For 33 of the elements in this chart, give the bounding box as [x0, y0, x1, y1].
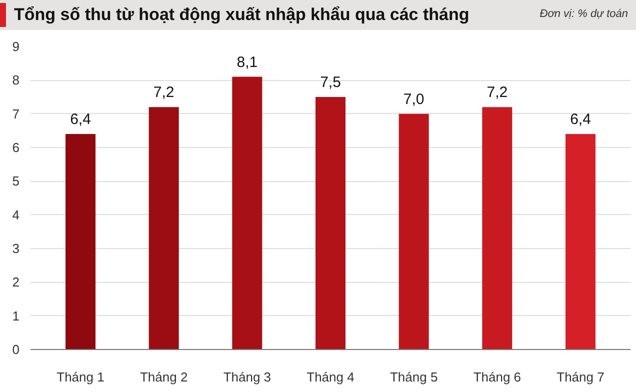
x-tick-label: Tháng 3	[223, 370, 272, 384]
data-label: 7,2	[486, 84, 508, 102]
bar	[398, 114, 429, 350]
bar	[148, 107, 179, 350]
x-tick-label: Tháng 7	[556, 370, 604, 384]
chart-subtitle: Đơn vị: % dự toán	[540, 7, 628, 22]
x-tick-label: Tháng 5	[390, 370, 438, 384]
x-tick-label: Tháng 4	[306, 370, 354, 384]
data-label: 7,5	[320, 74, 341, 91]
x-tick-label: Tháng 6	[473, 370, 522, 384]
bar	[482, 107, 512, 350]
y-tick-label: 3	[12, 241, 20, 256]
y-tick-label: 0	[12, 342, 20, 357]
x-tick-label: Tháng 2	[140, 370, 188, 384]
y-tick-label: 8	[12, 72, 20, 88]
y-tick-label: 7	[12, 106, 20, 122]
y-tick-label: 2	[12, 274, 20, 290]
data-label: 7,2	[153, 84, 174, 102]
bar	[232, 76, 262, 350]
chart-title: Tổng số thu từ hoạt động xuất nhập khẩu qua các tháng	[14, 4, 470, 26]
y-tick-label: 4	[12, 207, 20, 222]
x-tick-label: Tháng 1	[56, 370, 104, 384]
y-tick-label: 5	[12, 174, 20, 189]
data-label: 7,0	[403, 90, 424, 108]
data-label: 8,1	[236, 54, 258, 71]
data-label: 6,4	[70, 111, 91, 128]
y-tick-label: 9	[12, 39, 20, 54]
y-tick-label: 1	[12, 308, 20, 324]
bar	[316, 97, 346, 350]
bar	[566, 134, 596, 350]
data-label: 6,4	[570, 111, 591, 128]
y-tick-label: 6	[12, 140, 20, 155]
bar	[66, 134, 96, 350]
